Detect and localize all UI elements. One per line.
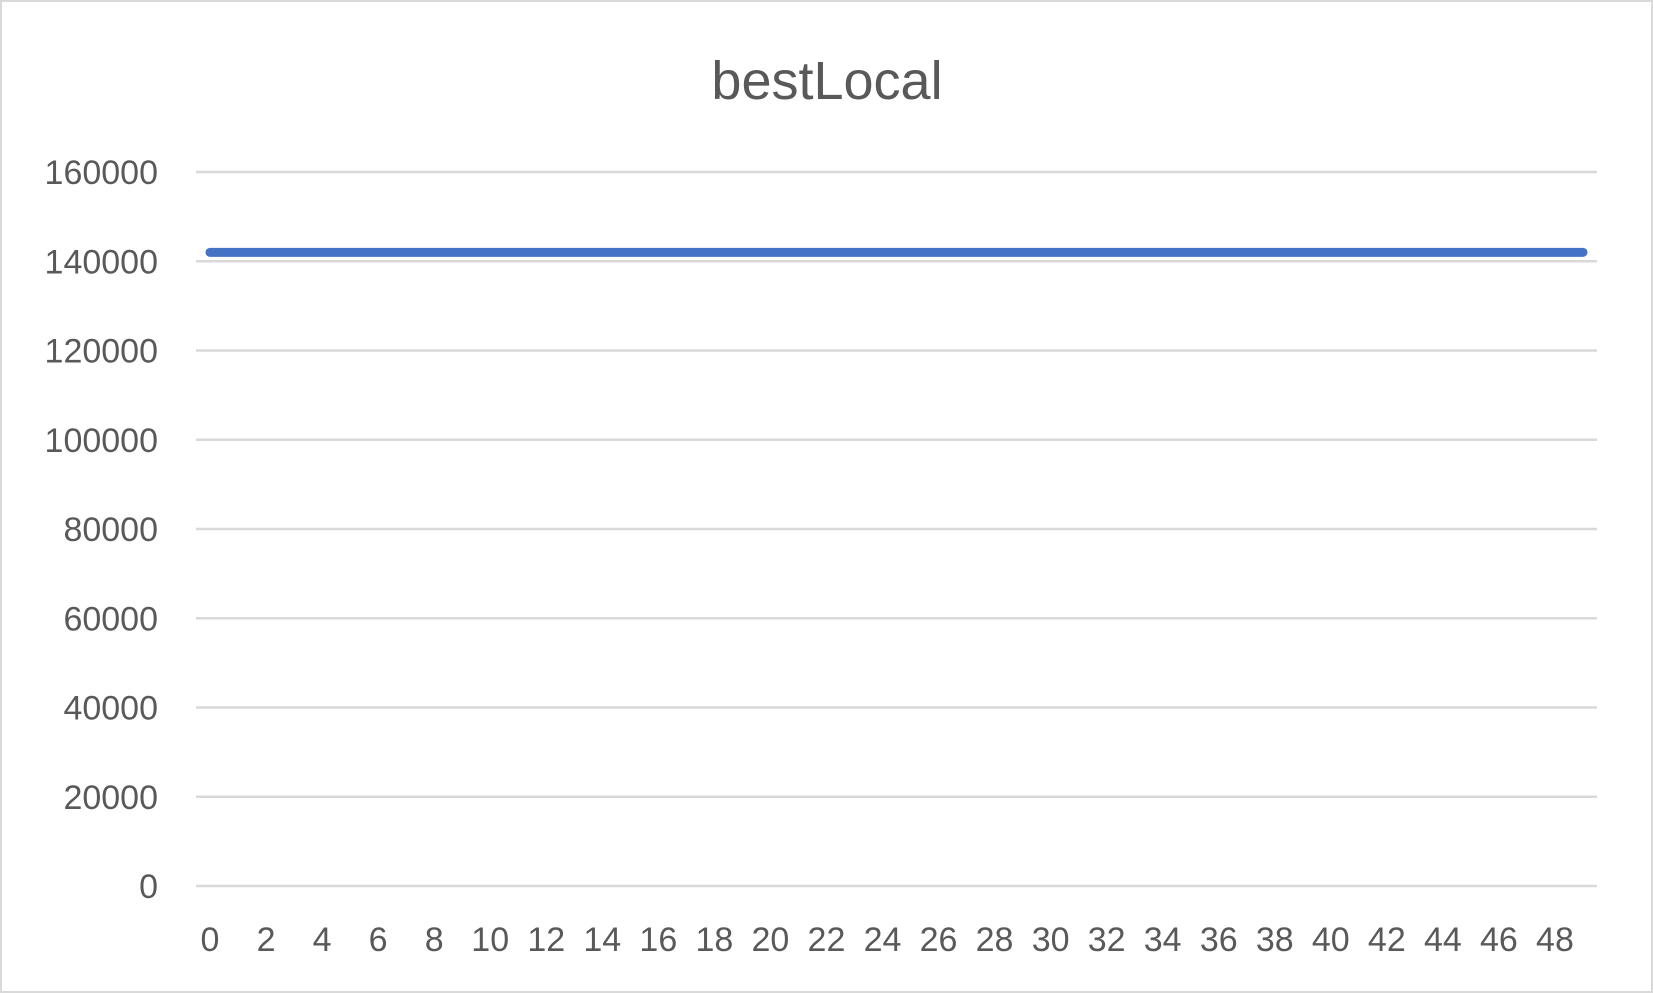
y-tick-label: 40000 (63, 690, 158, 728)
x-tick-label: 48 (1536, 921, 1574, 959)
x-tick-label: 4 (313, 921, 332, 959)
x-tick-label: 22 (808, 921, 846, 959)
x-tick-label: 10 (471, 921, 509, 959)
y-tick-label: 0 (139, 868, 158, 906)
x-tick-label: 6 (369, 921, 388, 959)
y-axis-tick-labels: 160000 140000 120000 100000 80000 60000 40000 2… (45, 154, 158, 906)
x-tick-label: 34 (1144, 921, 1182, 959)
y-tick-label: 140000 (45, 243, 158, 281)
x-tick-label: 18 (695, 921, 733, 959)
x-tick-label: 36 (1200, 921, 1238, 959)
chart-title: bestLocal (711, 51, 942, 111)
gridlines (196, 170, 1597, 888)
x-tick-label: 38 (1256, 921, 1294, 959)
x-tick-label: 30 (1032, 921, 1070, 959)
x-tick-label: 26 (920, 921, 958, 959)
x-tick-label: 12 (527, 921, 565, 959)
x-tick-label: 44 (1424, 921, 1462, 959)
x-tick-label: 28 (976, 921, 1014, 959)
y-tick-label: 60000 (63, 600, 158, 638)
x-axis-tick-labels: 0 2 4 6 8 10 12 14 16 18 20 22 24 26 28 30 32 34 36 38 40 42 4… (201, 921, 1574, 959)
y-tick-label: 80000 (63, 511, 158, 549)
x-tick-label: 24 (864, 921, 902, 959)
y-tick-label: 20000 (63, 779, 158, 817)
x-tick-label: 46 (1480, 921, 1518, 959)
x-tick-label: 2 (257, 921, 276, 959)
x-tick-label: 20 (751, 921, 789, 959)
x-tick-label: 16 (639, 921, 677, 959)
x-tick-label: 8 (425, 921, 444, 959)
y-tick-label: 120000 (45, 333, 158, 371)
x-tick-label: 40 (1312, 921, 1350, 959)
x-tick-label: 42 (1368, 921, 1406, 959)
y-tick-label: 160000 (45, 154, 158, 192)
x-tick-label: 0 (201, 921, 220, 959)
x-tick-label: 32 (1088, 921, 1126, 959)
x-tick-label: 14 (583, 921, 621, 959)
y-tick-label: 100000 (45, 422, 158, 460)
